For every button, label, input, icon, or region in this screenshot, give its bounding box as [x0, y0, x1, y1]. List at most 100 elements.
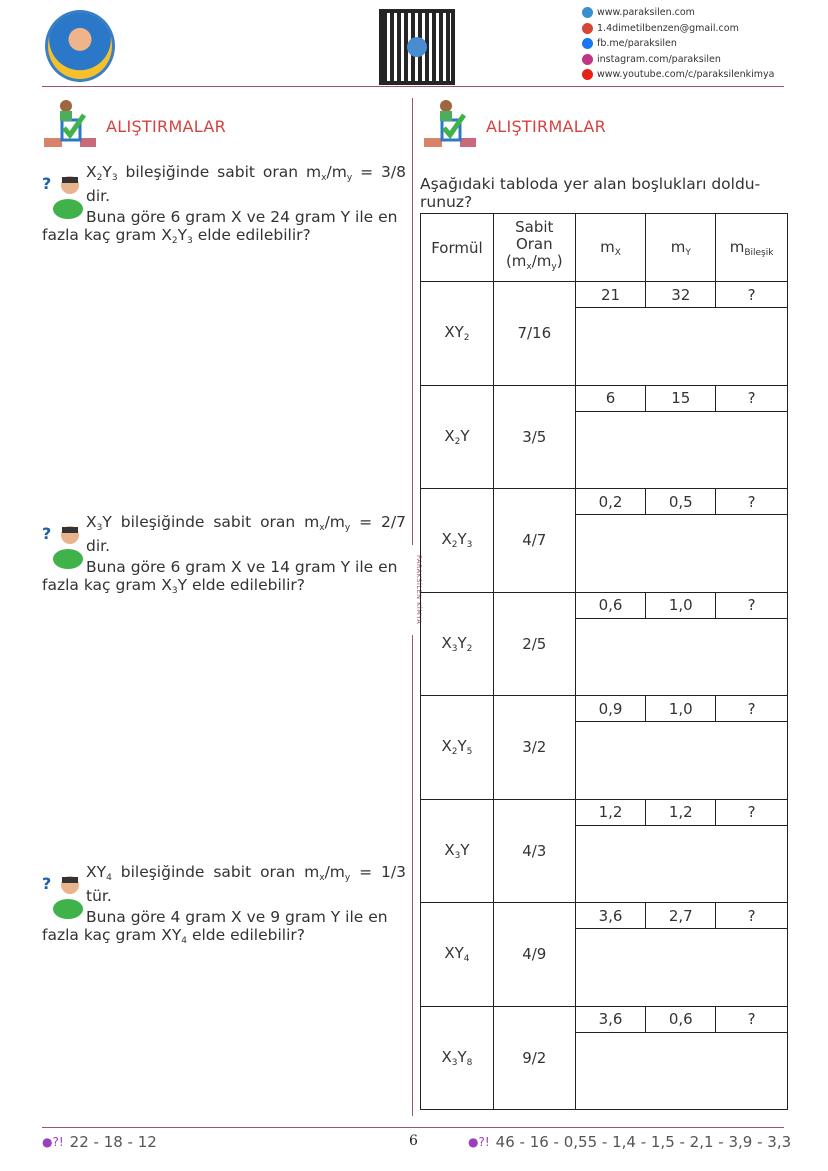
subscript: 2 — [96, 173, 103, 183]
table-instruction: Aşağıdaki tabloda yer alan boşlukları do… — [420, 175, 761, 211]
text-run: bileşiğinde sabit oran m — [117, 163, 322, 181]
ratio-cell: 4/3 — [492, 798, 576, 903]
mx-cell: 0,6 — [574, 591, 647, 619]
subscript: Bileşik — [744, 247, 774, 258]
ratio-cell: 7/16 — [492, 281, 576, 386]
answer-row — [421, 514, 789, 593]
my-cell: 2,7 — [645, 902, 717, 929]
section-title: ALIŞTIRMALAR — [106, 116, 227, 136]
subscript: X — [614, 247, 621, 258]
contact-text: www.youtube.com/c/paraksilenkimya — [597, 69, 775, 80]
formula-cell: X2Y3 — [420, 488, 494, 593]
subscript: 3 — [451, 1057, 458, 1068]
right-answers: 46 - 16 - 0,55 - 1,4 - 1,5 - 2,1 - 3,9 -… — [495, 1133, 792, 1151]
header-formula: Formül — [420, 213, 494, 282]
header-divider — [42, 86, 784, 87]
footer-divider — [42, 1127, 784, 1128]
text-run: X — [86, 163, 97, 181]
answer-space[interactable] — [574, 617, 789, 696]
mx-cell: 0,9 — [574, 695, 647, 722]
table-row: XY2 7/16 21 32 ? — [420, 281, 788, 386]
subscript: 4 — [181, 936, 188, 946]
mx-cell: 0,2 — [574, 488, 647, 515]
question-statement: X3Y bileşiğinde sabit oran mx/my = 2/7 d… — [86, 513, 406, 555]
answer-space[interactable] — [574, 928, 789, 1007]
ratio-line2: Oran — [515, 235, 553, 253]
contact-item[interactable]: www.youtube.com/c/paraksilenkimya — [582, 67, 774, 83]
header-mx: mX — [574, 213, 647, 282]
mx-cell: 1,2 — [574, 798, 647, 826]
text-run: X — [86, 513, 97, 531]
mcompound-cell: ? — [715, 281, 788, 308]
divider-label: PARAKSİLEN KİMYA — [403, 545, 423, 635]
mx-cell: 6 — [574, 384, 647, 412]
contact-text: www.paraksilen.com — [597, 7, 695, 18]
text-run: m — [670, 237, 686, 256]
ratio-cell: 9/2 — [492, 1005, 576, 1110]
mcompound-cell: ? — [715, 1005, 788, 1033]
subscript: 8 — [466, 1057, 473, 1068]
ratio-line1: Sabit — [515, 218, 554, 236]
subscript: 2 — [454, 436, 461, 447]
contact-item[interactable]: fb.me/paraksilen — [582, 36, 774, 52]
text-run: Buna göre 6 gram X ve 24 gram Y ile en f… — [42, 208, 398, 244]
text-run: /m — [324, 863, 345, 881]
text-run: Y — [457, 530, 467, 549]
subscript: y — [344, 523, 351, 533]
table-row: X2Y3 4/7 0,2 0,5 ? — [420, 488, 788, 593]
answer-row — [421, 928, 789, 1007]
ratio-table: Formül Sabit Oran (mx/my) mX mY mBileşik X… — [420, 213, 789, 1110]
ratio-cell: 4/9 — [492, 902, 576, 1007]
text-run: m — [600, 237, 615, 256]
contact-item[interactable]: instagram.com/paraksilen — [582, 52, 774, 68]
mcompound-cell: ? — [715, 591, 788, 619]
subscript: x — [319, 523, 325, 533]
text-run: Y — [457, 737, 467, 756]
svg-text:?: ? — [42, 174, 51, 193]
footer-right: ●?! 46 - 16 - 0,55 - 1,4 - 1,5 - 2,1 - 3… — [468, 1133, 791, 1151]
text-run: Y — [460, 426, 470, 445]
text-run: X — [441, 633, 452, 652]
text-run: Y — [177, 226, 188, 244]
left-answers: 22 - 18 - 12 — [69, 1133, 157, 1151]
answer-space[interactable] — [574, 824, 789, 903]
subscript: Y — [685, 247, 691, 258]
svg-text:?: ? — [42, 874, 51, 893]
header-ratio: Sabit Oran (mx/my) — [492, 213, 576, 282]
subscript: 2 — [171, 236, 178, 246]
text-run: X — [441, 737, 452, 756]
answer-space[interactable] — [574, 721, 789, 800]
text-run: m — [729, 237, 745, 256]
question: ? X2Y3 bileşiğinde sabit oran mx/my = 3/… — [42, 163, 406, 250]
formula-cell: X2Y — [420, 384, 494, 489]
mcompound-cell: ? — [715, 798, 788, 826]
youtube-icon — [582, 69, 593, 81]
subscript: 3 — [171, 586, 178, 596]
table-row: X2Y 3/5 6 15 ? — [420, 384, 788, 489]
answer-space[interactable] — [574, 1031, 789, 1110]
contact-item[interactable]: www.paraksilen.com — [582, 5, 774, 21]
answer-space[interactable] — [574, 514, 789, 593]
ratio-cell: 3/2 — [492, 695, 576, 800]
text-run: X — [444, 840, 455, 859]
subscript: x — [526, 262, 532, 272]
text-run: /m — [324, 513, 345, 531]
table-row: X3Y 4/3 1,2 1,2 ? — [420, 798, 788, 903]
right-section-header: ALIŞTIRMALAR — [422, 98, 606, 150]
my-cell: 1,2 — [645, 798, 717, 826]
contact-text: 1.4dimetilbenzen@gmail.com — [597, 22, 739, 34]
header-mcompound: mBileşik — [715, 213, 788, 282]
qr-code[interactable] — [379, 9, 455, 85]
question: ? XY4 bileşiğinde sabit oran mx/my = 1/3… — [42, 863, 406, 950]
subscript: 4 — [463, 954, 470, 965]
subscript: y — [551, 262, 557, 272]
answer-space[interactable] — [574, 410, 789, 489]
answer-space[interactable] — [574, 307, 789, 386]
student-question-icon: ? — [42, 524, 83, 569]
section-title: ALIŞTIRMALAR — [486, 116, 607, 136]
header-my: mY — [645, 213, 717, 282]
text-run: = 1/3 tür. — [86, 863, 406, 905]
contact-item[interactable]: 1.4dimetilbenzen@gmail.com — [582, 21, 774, 37]
student-question-icon: ? — [42, 174, 83, 219]
text-run: Y — [460, 840, 470, 859]
